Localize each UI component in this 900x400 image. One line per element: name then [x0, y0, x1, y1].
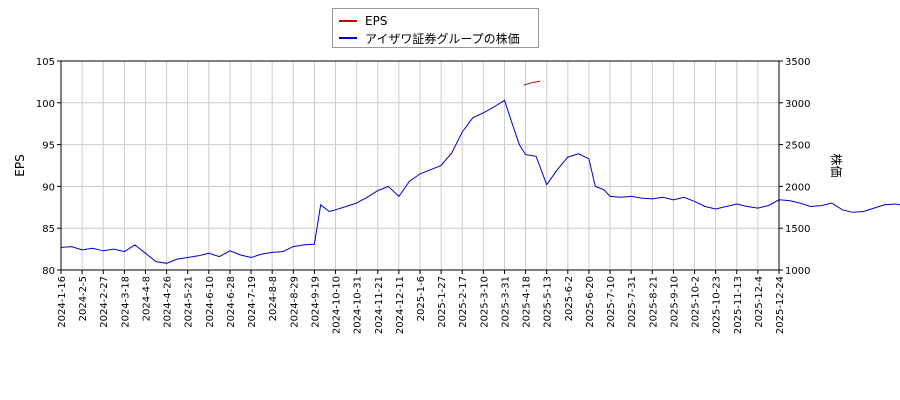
x-tick-label: 2024-4-26 [163, 276, 174, 328]
x-tick-label: 2024-3-18 [120, 276, 131, 328]
x-tick-label: 2025-10-2 [691, 276, 702, 328]
grid [60, 60, 780, 271]
legend-item-eps: EPS [339, 13, 387, 29]
y-right-tick-label: 3500 [785, 57, 810, 68]
x-tick-label: 2025-8-21 [648, 276, 659, 328]
x-tick-label: 2025-12-24 [775, 276, 786, 334]
y-left-tick-label: 105 [36, 57, 55, 68]
x-tick-label: 2024-2-5 [78, 276, 89, 321]
y-left-tick-label: 100 [36, 99, 55, 110]
x-tick-label: 2025-3-31 [500, 276, 511, 328]
y-right-tick-label: 3000 [785, 99, 810, 110]
x-tick-label: 2025-7-10 [606, 276, 617, 328]
x-tick-label: 2025-2-17 [458, 276, 469, 328]
x-tick-label: 2025-11-13 [733, 276, 744, 334]
y-left-ticks: 80 85 90 95 100 105 [36, 57, 61, 277]
x-tick-label: 2024-8-8 [268, 276, 279, 321]
x-tick-label: 2024-11-21 [374, 276, 385, 334]
legend: EPS アイザワ証券グループの株価 [332, 8, 539, 48]
x-tick-label: 2025-6-2 [564, 276, 575, 321]
y-right-tick-label: 1500 [785, 224, 810, 235]
legend-label-eps: EPS [365, 14, 388, 28]
x-tick-label: 2024-6-10 [205, 276, 216, 328]
x-tick-label: 2024-8-29 [289, 276, 300, 328]
series-layer [60, 80, 900, 264]
y-left-tick-label: 95 [42, 141, 55, 152]
legend-label-price: アイザワ証券グループの株価 [365, 31, 520, 46]
x-tick-label: 2025-1-27 [437, 276, 448, 328]
x-tick-label: 2024-9-19 [310, 276, 321, 328]
stock-price-line [60, 99, 900, 264]
x-tick-label: 2025-4-18 [522, 276, 533, 328]
x-tick-label: 2025-10-23 [712, 276, 723, 334]
y-right-tick-label: 1000 [785, 266, 810, 277]
x-ticks: 2024-1-16 2024-2-5 2024-2-27 2024-3-18 2024-… [57, 270, 786, 334]
x-tick-label: 2024-5-21 [184, 276, 195, 328]
y-left-axis-label: EPS [13, 154, 27, 176]
y-left-tick-label: 90 [42, 182, 55, 193]
x-tick-label: 2024-6-28 [226, 276, 237, 328]
x-tick-label: 2024-4-8 [141, 276, 152, 321]
x-tick-label: 2024-10-31 [353, 276, 364, 334]
y-left-tick-label: 85 [42, 224, 55, 235]
y-left-tick-label: 80 [42, 266, 55, 277]
x-tick-label: 2024-12-11 [395, 276, 406, 334]
x-tick-label: 2025-7-31 [627, 276, 638, 328]
legend-item-price: アイザワ証券グループの株価 [339, 30, 520, 46]
legend-swatch-price [339, 37, 357, 39]
legend-swatch-eps [339, 20, 357, 22]
x-tick-label: 2024-10-10 [332, 276, 343, 334]
x-tick-label: 2025-1-6 [416, 276, 427, 321]
y-right-axis-label: 株価 [829, 153, 844, 177]
x-tick-label: 2024-1-16 [57, 276, 68, 328]
y-right-ticks: 1000 1500 2000 2500 3000 3500 [779, 57, 810, 277]
x-tick-label: 2025-3-10 [479, 276, 490, 328]
x-tick-label: 2024-2-27 [99, 276, 110, 328]
x-tick-label: 2025-5-13 [543, 276, 554, 328]
x-tick-label: 2025-12-4 [754, 276, 765, 328]
y-right-tick-label: 2500 [785, 141, 810, 152]
x-tick-label: 2024-7-19 [247, 276, 258, 328]
y-right-tick-label: 2000 [785, 182, 810, 193]
x-tick-label: 2025-6-20 [585, 276, 596, 328]
eps-line [523, 80, 541, 86]
x-tick-label: 2025-9-10 [669, 276, 680, 328]
